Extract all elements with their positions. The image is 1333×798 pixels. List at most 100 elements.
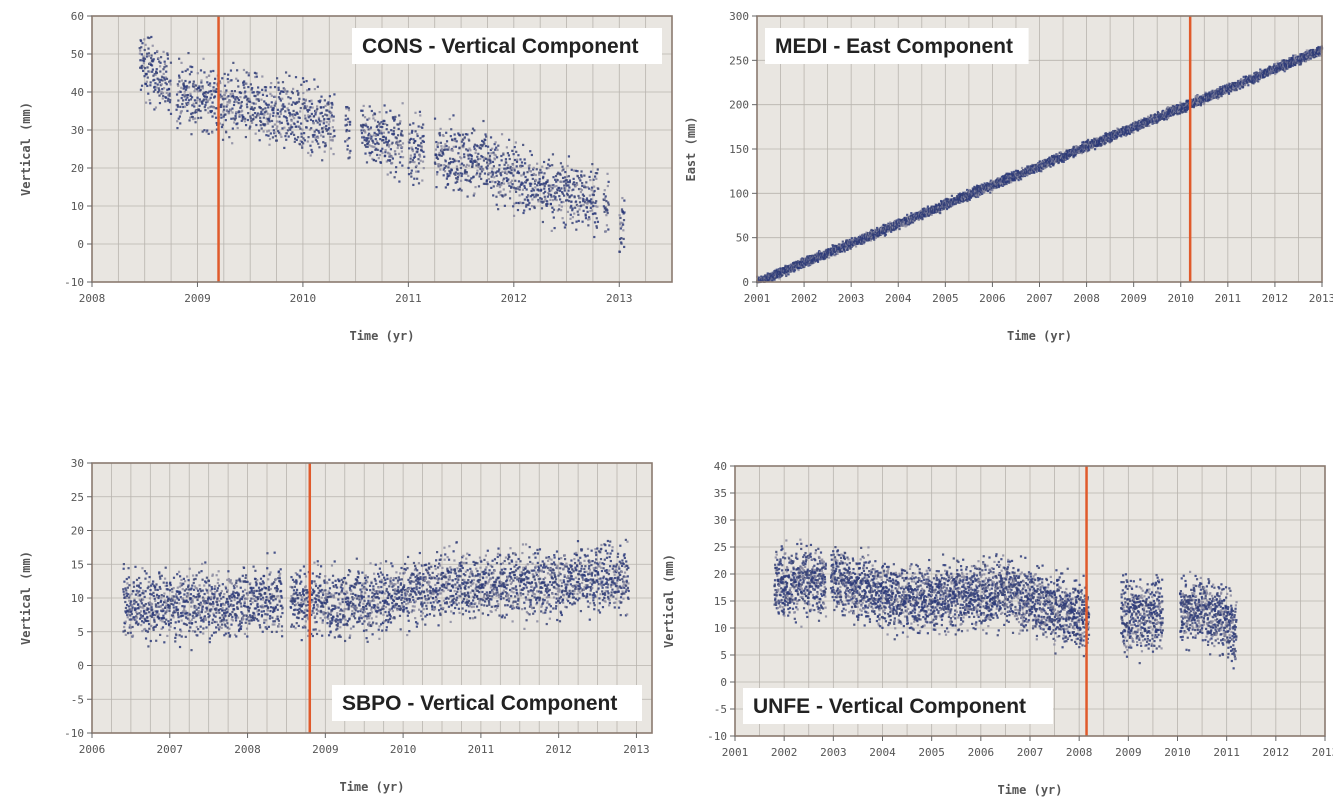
data-point — [466, 149, 469, 152]
data-point — [619, 221, 622, 224]
data-point — [385, 111, 388, 114]
data-point — [382, 135, 386, 138]
data-point — [143, 67, 147, 70]
data-point — [526, 178, 529, 181]
data-point — [194, 84, 198, 87]
data-point — [563, 189, 566, 192]
data-point — [283, 146, 286, 150]
data-point — [349, 149, 352, 153]
data-point — [797, 260, 800, 263]
data-point — [507, 178, 510, 181]
data-point — [542, 182, 545, 185]
data-point — [151, 70, 154, 73]
data-point — [372, 117, 375, 120]
data-point — [209, 70, 212, 73]
data-point — [509, 167, 512, 170]
data-point — [775, 268, 778, 271]
data-point — [991, 188, 994, 192]
data-point — [458, 146, 461, 149]
data-point — [505, 146, 508, 149]
data-point — [260, 98, 263, 101]
data-point — [515, 150, 518, 153]
data-point — [420, 142, 423, 145]
data-point — [251, 101, 254, 105]
data-point — [302, 80, 306, 83]
data-point — [514, 141, 517, 144]
data-point — [299, 139, 302, 142]
data-point — [366, 145, 369, 148]
data-point — [327, 102, 330, 105]
data-point — [414, 166, 418, 169]
data-point — [224, 97, 227, 100]
data-point — [375, 147, 378, 150]
data-point — [396, 142, 399, 146]
data-point — [182, 105, 185, 109]
data-point — [586, 199, 589, 202]
data-point — [328, 95, 331, 98]
data-point — [153, 108, 156, 111]
data-point — [270, 101, 273, 104]
data-point — [384, 151, 387, 154]
data-point — [540, 197, 543, 201]
data-point — [550, 229, 553, 232]
data-point — [837, 243, 841, 246]
data-point — [595, 225, 598, 228]
data-point — [1005, 181, 1009, 184]
data-point — [384, 148, 387, 152]
data-point — [975, 188, 978, 191]
data-point — [491, 173, 494, 176]
data-point — [267, 134, 270, 137]
data-point — [223, 94, 226, 97]
data-point — [248, 72, 251, 75]
data-point — [566, 199, 569, 202]
data-point — [201, 87, 204, 90]
data-point — [193, 99, 196, 102]
data-point — [180, 86, 183, 89]
data-point — [158, 101, 162, 105]
data-point — [412, 141, 416, 144]
data-point — [572, 181, 576, 184]
data-point — [621, 221, 624, 225]
data-point — [495, 195, 498, 198]
data-point — [416, 132, 419, 136]
data-point — [813, 260, 816, 264]
data-point — [966, 199, 969, 203]
data-point — [164, 96, 168, 99]
data-point — [957, 201, 961, 204]
data-point — [387, 159, 390, 162]
data-point — [253, 71, 257, 75]
data-point — [458, 187, 462, 190]
data-point — [311, 119, 315, 123]
data-point — [530, 182, 533, 185]
data-point — [285, 138, 288, 141]
data-point — [584, 186, 587, 189]
data-point — [296, 120, 299, 123]
data-point — [527, 199, 530, 202]
data-point — [807, 255, 810, 258]
data-point — [438, 151, 441, 155]
data-point — [166, 99, 170, 102]
chart-panel-2: 2001 2002 2003 2004 2005 2006 2007 2008 2009 2010… — [684, 10, 1333, 343]
data-point — [981, 192, 984, 195]
data-point — [418, 154, 421, 157]
data-point — [468, 153, 471, 156]
data-point — [317, 116, 321, 119]
data-point — [434, 148, 438, 151]
data-point — [362, 104, 365, 108]
data-point — [873, 238, 876, 241]
data-point — [527, 169, 531, 172]
data-point — [774, 276, 777, 279]
data-point — [869, 239, 873, 242]
data-point — [142, 55, 145, 58]
data-point — [307, 151, 310, 155]
data-point — [300, 140, 304, 144]
data-point — [549, 185, 552, 188]
data-point — [276, 130, 280, 133]
data-point — [279, 122, 282, 125]
data-point — [180, 79, 184, 82]
data-point — [226, 103, 229, 106]
data-point — [159, 61, 162, 64]
data-point — [267, 129, 271, 132]
data-point — [309, 118, 313, 121]
data-point — [252, 91, 255, 94]
